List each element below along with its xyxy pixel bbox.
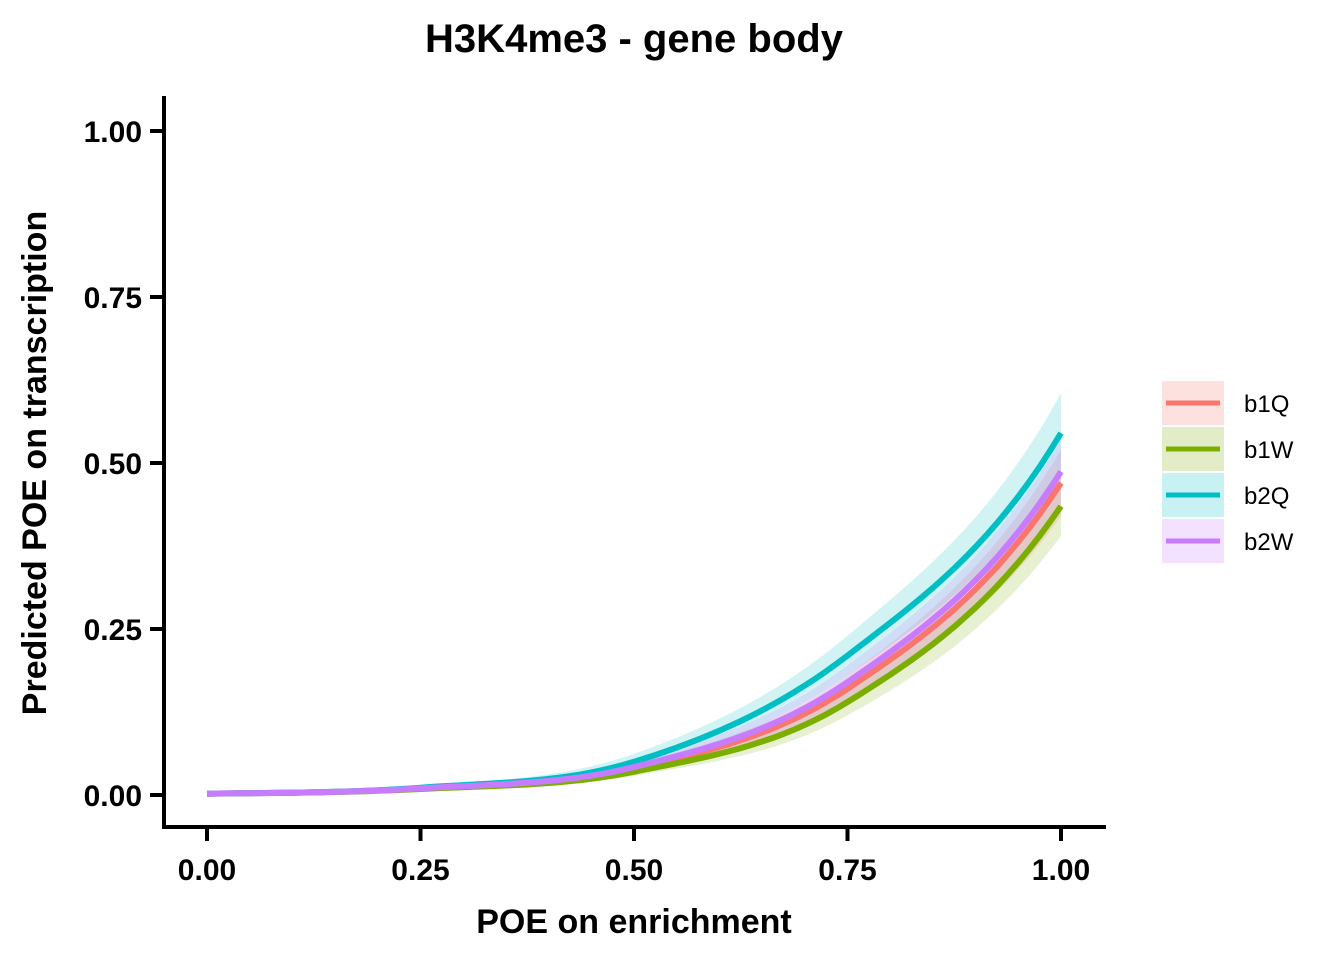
legend-label-b1W: b1W	[1244, 437, 1294, 464]
legend-label-b2W: b2W	[1244, 529, 1294, 556]
x-tick-label: 0.75	[818, 854, 876, 887]
y-axis-title: Predicted POE on transcription	[16, 211, 54, 715]
legend-label-b2Q: b2Q	[1244, 483, 1289, 510]
y-axis-ticks: 0.00 0.25 0.50 0.75 1.00	[84, 116, 164, 813]
y-tick-label: 0.00	[84, 780, 142, 813]
legend-label-b1Q: b1Q	[1244, 391, 1289, 418]
confidence-band-b2Q	[207, 393, 1061, 795]
chart-title: H3K4me3 - gene body	[425, 17, 844, 61]
y-tick-label: 1.00	[84, 116, 142, 149]
x-tick-label: 0.25	[391, 854, 449, 887]
y-tick-label: 0.75	[84, 282, 142, 315]
series-lines	[206, 431, 1064, 797]
confidence-band-b1W	[207, 476, 1061, 795]
x-tick-label: 0.50	[605, 854, 663, 887]
x-axis-ticks: 0.00 0.25 0.50 0.75 1.00	[178, 827, 1090, 887]
confidence-bands	[207, 393, 1061, 795]
y-tick-label: 0.50	[84, 448, 142, 481]
x-tick-label: 0.00	[178, 854, 236, 887]
x-tick-label: 1.00	[1032, 854, 1090, 887]
legend: b1Q b1W b2Q b2W	[1162, 381, 1294, 563]
x-axis-title: POE on enrichment	[476, 903, 792, 941]
series-line-b2W	[206, 469, 1064, 797]
y-tick-label: 0.25	[84, 614, 142, 647]
